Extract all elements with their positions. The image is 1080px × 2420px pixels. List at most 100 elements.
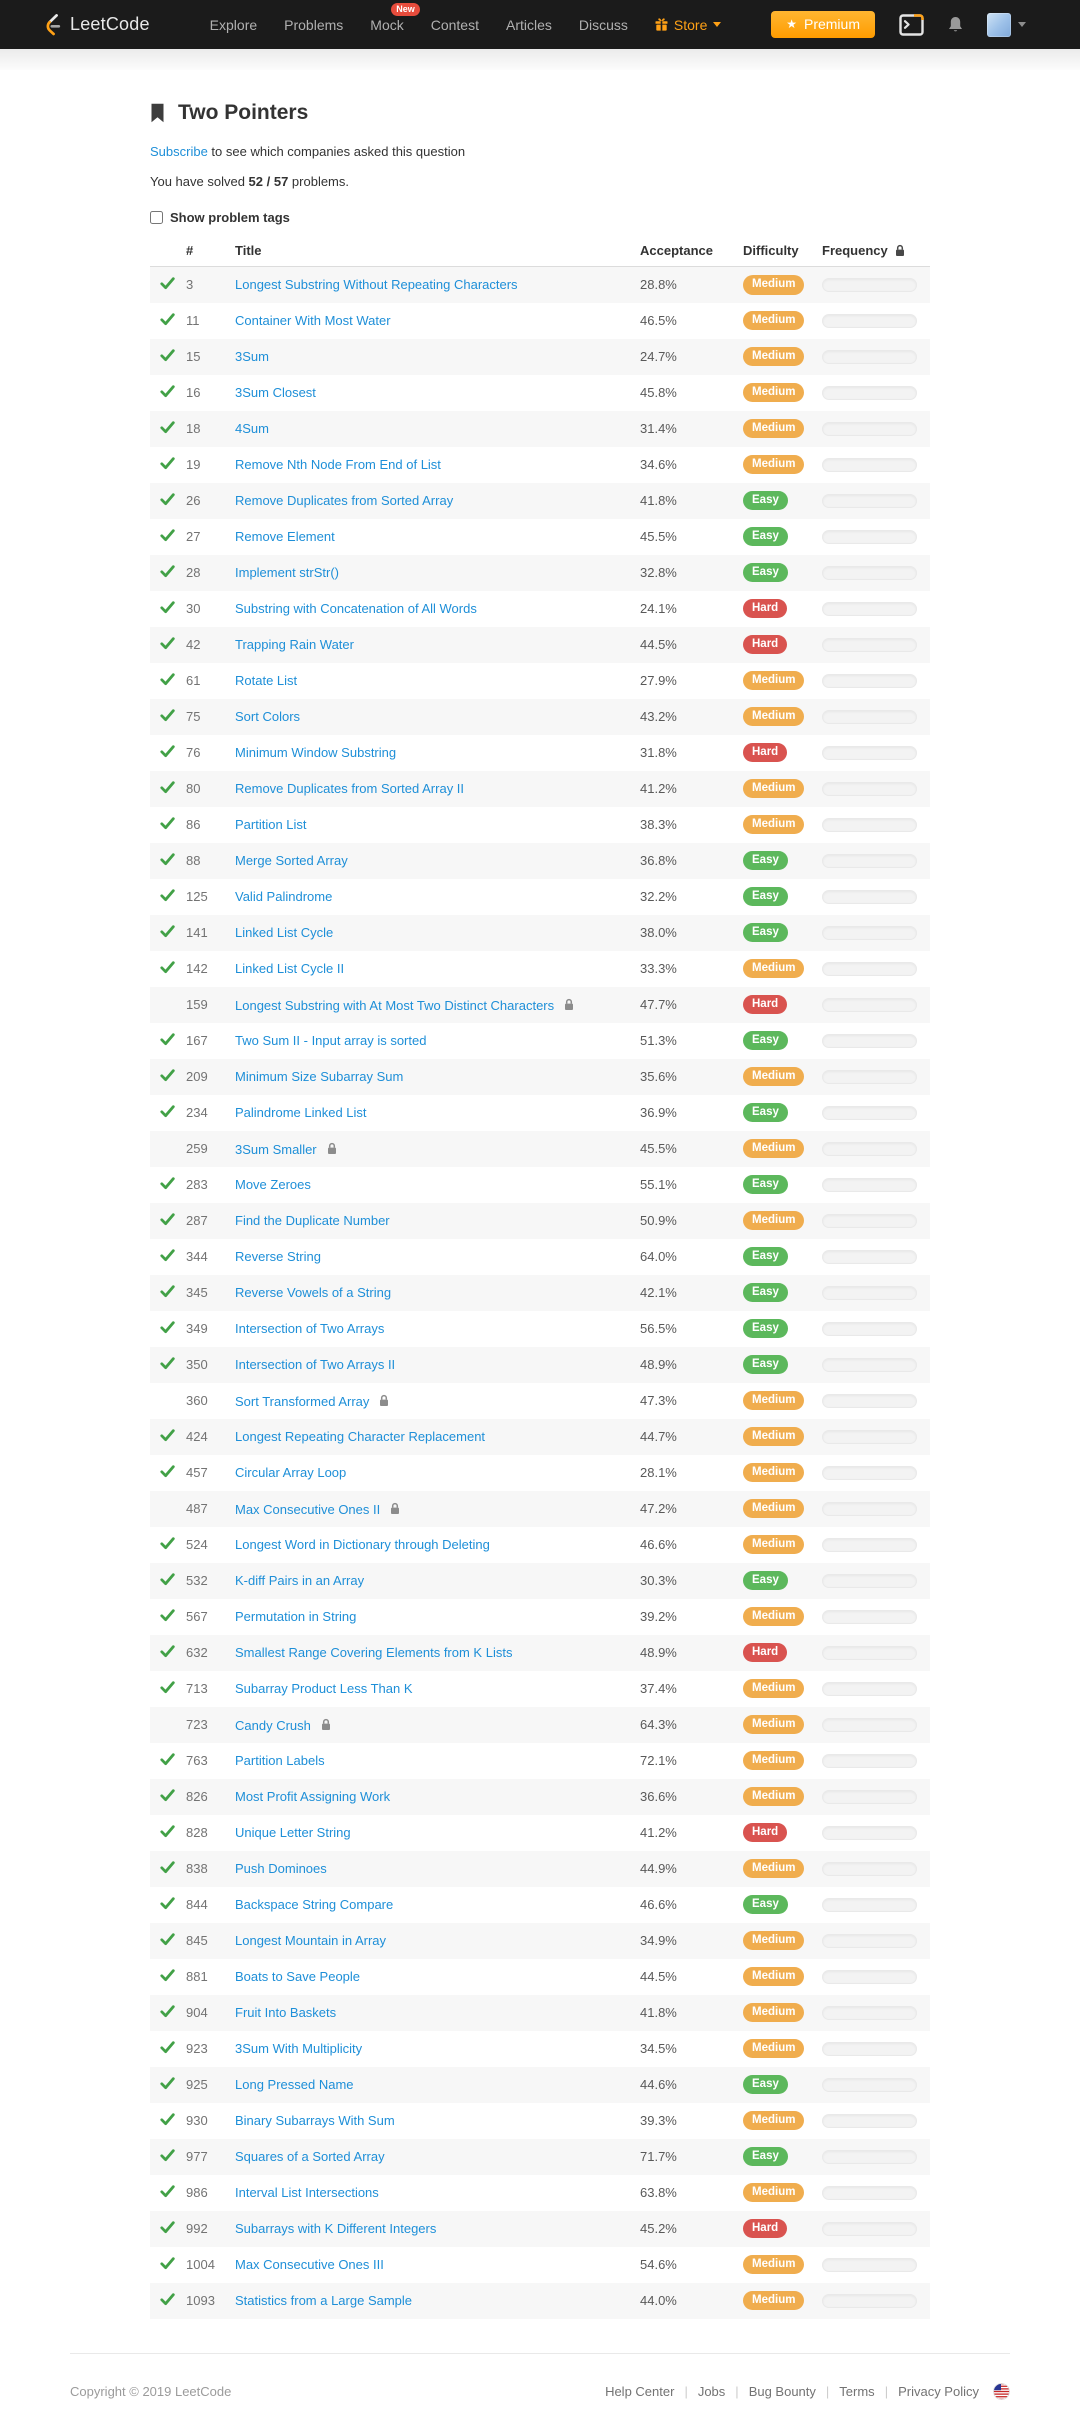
problem-title-link[interactable]: Squares of a Sorted Array — [235, 2149, 385, 2164]
problem-number: 1093 — [186, 2293, 215, 2308]
terminal-icon[interactable] — [899, 13, 924, 36]
problem-title-link[interactable]: 3Sum — [235, 349, 269, 364]
user-menu[interactable] — [987, 12, 1026, 37]
problem-title-link[interactable]: Trapping Rain Water — [235, 637, 354, 652]
problem-title-link[interactable]: 3Sum Closest — [235, 385, 316, 400]
problem-title-link[interactable]: Permutation in String — [235, 1609, 357, 1624]
solved-check-icon — [160, 1320, 175, 1334]
problem-title-link[interactable]: Linked List Cycle — [235, 925, 334, 940]
footer-link-help-center[interactable]: Help Center — [605, 2383, 675, 2399]
problem-title-link[interactable]: Remove Nth Node From End of List — [235, 457, 441, 472]
solved-check-icon — [160, 1356, 175, 1370]
problem-title-link[interactable]: Partition Labels — [235, 1753, 325, 1768]
problem-title-link[interactable]: Remove Duplicates from Sorted Array — [235, 493, 454, 508]
problem-title-link[interactable]: Interval List Intersections — [235, 2185, 379, 2200]
problem-title-link[interactable]: Backspace String Compare — [235, 1897, 394, 1912]
problem-title-link[interactable]: Candy Crush — [235, 1717, 311, 1733]
problem-title-link[interactable]: Find the Duplicate Number — [235, 1213, 390, 1228]
solved-check-icon — [160, 1032, 175, 1046]
footer-separator: | — [825, 2383, 830, 2399]
nav-item-articles[interactable]: Articles — [506, 17, 552, 33]
problem-title-link[interactable]: K-diff Pairs in an Array — [235, 1573, 365, 1588]
problem-title-link[interactable]: Intersection of Two Arrays II — [235, 1357, 396, 1372]
problem-title-link[interactable]: Two Sum II - Input array is sorted — [235, 1033, 427, 1048]
nav-item-discuss[interactable]: Discuss — [579, 17, 628, 33]
difficulty-badge: Medium — [743, 1966, 805, 1987]
footer-link-privacy-policy[interactable]: Privacy Policy — [898, 2383, 979, 2399]
nav-item-store[interactable]: Store — [655, 17, 722, 33]
problem-title-link[interactable]: Move Zeroes — [235, 1177, 311, 1192]
premium-button[interactable]: ★ Premium — [771, 11, 875, 38]
problem-title-link[interactable]: Subarray Product Less Than K — [235, 1681, 413, 1696]
column-header-acceptance[interactable]: Acceptance — [640, 238, 743, 267]
problem-title-link[interactable]: Reverse Vowels of a String — [235, 1285, 392, 1300]
problem-title-link[interactable]: 3Sum With Multiplicity — [235, 2041, 363, 2056]
problem-title-link[interactable]: Merge Sorted Array — [235, 853, 348, 868]
problem-title-link[interactable]: 3Sum Smaller — [235, 1141, 317, 1157]
problem-title-link[interactable]: Container With Most Water — [235, 313, 391, 328]
solved-check-icon — [160, 1824, 175, 1838]
problem-title-link[interactable]: Minimum Size Subarray Sum — [235, 1069, 404, 1084]
acceptance-value: 51.3% — [640, 1033, 677, 1048]
problem-title-link[interactable]: Push Dominoes — [235, 1861, 327, 1876]
column-header-number[interactable]: # — [186, 238, 235, 267]
footer-link-bug-bounty[interactable]: Bug Bounty — [748, 2383, 816, 2399]
table-row: 42 Trapping Rain Water 44.5% Hard — [150, 626, 930, 663]
solved-check-icon — [160, 672, 175, 686]
table-row: 723 Candy Crush 64.3% Medium — [150, 1706, 930, 1743]
problem-title-link[interactable]: Longest Substring Without Repeating Char… — [235, 277, 518, 293]
footer-link-terms[interactable]: Terms — [839, 2383, 875, 2399]
subscribe-link[interactable]: Subscribe — [150, 144, 208, 159]
acceptance-value: 27.9% — [640, 673, 677, 688]
us-flag-icon[interactable] — [993, 2382, 1010, 2400]
problem-title-link[interactable]: Boats to Save People — [235, 1969, 361, 1984]
problem-title-link[interactable]: Longest Substring with At Most Two Disti… — [235, 997, 555, 1013]
acceptance-value: 39.2% — [640, 1609, 677, 1624]
problem-title-link[interactable]: Sort Colors — [235, 709, 301, 724]
problem-title-link[interactable]: Valid Palindrome — [235, 889, 333, 904]
problem-title-link[interactable]: Unique Letter String — [235, 1825, 351, 1840]
column-header-title[interactable]: Title — [235, 238, 640, 267]
problem-title-link[interactable]: Linked List Cycle II — [235, 961, 345, 976]
column-header-status[interactable] — [150, 238, 186, 267]
nav-item-problems[interactable]: Problems — [284, 17, 343, 33]
problem-title-link[interactable]: Partition List — [235, 817, 307, 832]
difficulty-badge: Medium — [743, 2038, 805, 2059]
problem-title-link[interactable]: Max Consecutive Ones III — [235, 2257, 384, 2272]
column-header-difficulty[interactable]: Difficulty — [743, 238, 822, 267]
problem-title-link[interactable]: Minimum Window Substring — [235, 745, 397, 760]
problem-title-link[interactable]: Sort Transformed Array — [235, 1393, 370, 1409]
problem-title-link[interactable]: Substring with Concatenation of All Word… — [235, 601, 477, 616]
notifications-bell-icon[interactable] — [948, 16, 963, 33]
nav-item-explore[interactable]: Explore — [210, 17, 257, 33]
problem-title-link[interactable]: Most Profit Assigning Work — [235, 1789, 391, 1804]
problem-title-link[interactable]: Fruit Into Baskets — [235, 2005, 337, 2020]
problem-title-link[interactable]: Implement strStr() — [235, 565, 340, 580]
problem-title-link[interactable]: 4Sum — [235, 421, 269, 436]
problem-title-link[interactable]: Max Consecutive Ones II — [235, 1501, 381, 1517]
problem-title-link[interactable]: Longest Repeating Character Replacement — [235, 1429, 486, 1444]
problem-title-link[interactable]: Long Pressed Name — [235, 2077, 354, 2092]
show-tags-checkbox[interactable] — [150, 211, 163, 224]
problem-title-link[interactable]: Palindrome Linked List — [235, 1105, 367, 1120]
frequency-bar — [822, 2077, 917, 2092]
problem-title-link[interactable]: Longest Word in Dictionary through Delet… — [235, 1537, 490, 1552]
show-tags-toggle[interactable]: Show problem tags — [150, 210, 930, 225]
problem-title-link[interactable]: Statistics from a Large Sample — [235, 2293, 413, 2308]
problem-title-link[interactable]: Remove Duplicates from Sorted Array II — [235, 781, 465, 796]
problem-title-link[interactable]: Longest Mountain in Array — [235, 1933, 387, 1948]
leetcode-logo[interactable]: LeetCode — [40, 12, 150, 37]
problem-title-link[interactable]: Intersection of Two Arrays — [235, 1321, 385, 1336]
problem-title-link[interactable]: Rotate List — [235, 673, 298, 688]
problem-title-link[interactable]: Remove Element — [235, 529, 335, 544]
nav-item-mock[interactable]: Mock New — [370, 2, 420, 33]
solved-check-icon — [160, 492, 175, 506]
footer-link-jobs[interactable]: Jobs — [697, 2383, 726, 2399]
problem-title-link[interactable]: Reverse String — [235, 1249, 321, 1264]
problem-title-link[interactable]: Subarrays with K Different Integers — [235, 2221, 437, 2236]
nav-item-contest[interactable]: Contest — [431, 17, 479, 33]
problem-title-link[interactable]: Smallest Range Covering Elements from K … — [235, 1645, 513, 1660]
problem-title-link[interactable]: Circular Array Loop — [235, 1465, 347, 1480]
problem-title-link[interactable]: Binary Subarrays With Sum — [235, 2113, 395, 2128]
column-header-frequency[interactable]: Frequency — [822, 238, 930, 267]
